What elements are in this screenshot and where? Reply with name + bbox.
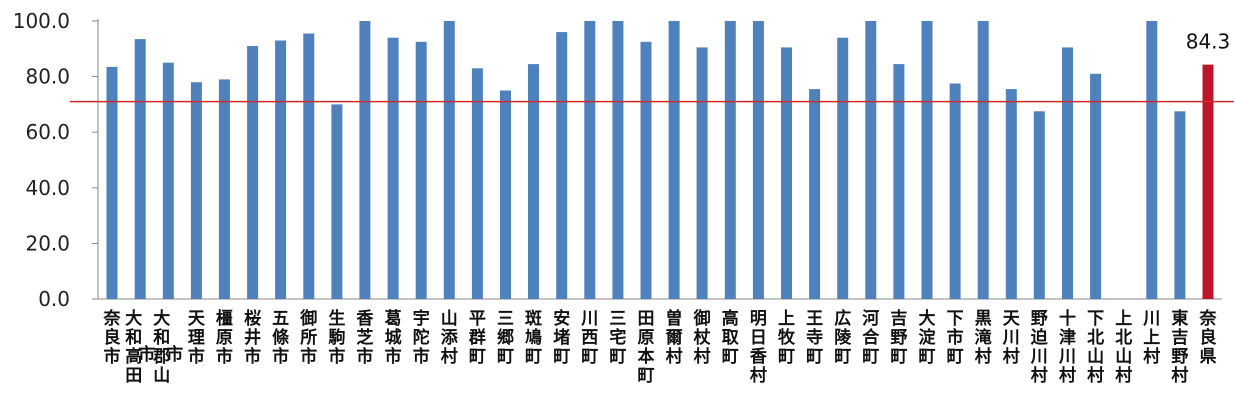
bar xyxy=(612,21,624,299)
bar xyxy=(331,104,343,300)
x-category-label: 十津川村 xyxy=(1058,308,1076,386)
y-tick-label: 0.0 xyxy=(38,287,70,311)
x-category-label: 広陵町 xyxy=(834,308,852,367)
bar xyxy=(162,62,174,300)
x-category-label: 河合町 xyxy=(862,309,880,367)
x-category-label: 東吉野村 xyxy=(1171,308,1188,386)
bar xyxy=(106,66,118,300)
x-category-label: 大和高田市 xyxy=(125,308,155,386)
x-category-label: 葛城市 xyxy=(384,308,402,367)
y-tick-label: 100.0 xyxy=(13,9,70,33)
bar xyxy=(1146,21,1158,299)
x-category-label: 三宅町 xyxy=(609,309,626,367)
bar xyxy=(1174,111,1186,299)
bar xyxy=(275,40,287,299)
bar xyxy=(865,21,877,299)
x-category-label: 曽爾村 xyxy=(665,308,683,367)
bar xyxy=(724,21,736,299)
bar xyxy=(1005,89,1017,299)
bar xyxy=(977,21,989,299)
x-category-label: 下市町 xyxy=(947,309,964,367)
bar xyxy=(443,21,455,299)
bar xyxy=(640,41,652,300)
bar xyxy=(1033,111,1045,299)
x-category-label: 三郷町 xyxy=(497,309,514,367)
x-category-label: 川西町 xyxy=(580,309,598,367)
bar xyxy=(247,46,259,299)
y-tick-label: 20.0 xyxy=(25,231,70,255)
x-category-label: 斑鳩町 xyxy=(525,309,542,367)
bar xyxy=(696,47,708,300)
bar xyxy=(218,79,230,300)
x-category-label: 香芝市 xyxy=(356,309,373,367)
x-category-label: 山添村 xyxy=(441,309,459,367)
bar xyxy=(921,21,933,299)
bar xyxy=(809,89,821,299)
bar xyxy=(190,82,202,299)
bar xyxy=(471,68,483,299)
highlight-value-label: 84.3 xyxy=(1186,30,1231,54)
x-category-label: 王寺町 xyxy=(806,309,823,367)
x-category-label: 安堵町 xyxy=(553,308,570,367)
x-axis-labels: 奈良市大和高田市大和郡山市天理市橿原市桜井市五條市御所市生駒市香芝市葛城市宇陀市… xyxy=(103,308,1218,386)
bar xyxy=(668,21,680,299)
x-category-label: 宇陀市 xyxy=(413,308,430,367)
bar xyxy=(584,21,596,299)
x-category-label: 五條市 xyxy=(272,309,289,367)
y-tick-label: 80.0 xyxy=(25,65,70,89)
x-category-label: 明日香村 xyxy=(750,309,767,386)
x-category-label: 上牧町 xyxy=(778,309,796,367)
bar xyxy=(893,64,905,299)
x-category-label: 奈良県 xyxy=(1199,308,1218,367)
x-category-label: 上北山村 xyxy=(1115,309,1132,386)
bar-highlight xyxy=(1202,64,1214,299)
x-category-label: 野迫川村 xyxy=(1030,309,1049,386)
x-category-label: 天理市 xyxy=(188,309,206,367)
x-category-label: 田原本町 xyxy=(638,309,655,386)
x-category-label: 下北山村 xyxy=(1087,309,1104,386)
x-category-label: 天川村 xyxy=(1002,309,1021,367)
bar xyxy=(528,64,539,299)
bar xyxy=(556,32,568,299)
bar xyxy=(949,83,961,299)
x-category-label: 大和郡山市 xyxy=(152,308,183,386)
y-tick-label: 40.0 xyxy=(25,176,70,200)
x-category-label: 大淀町 xyxy=(919,308,937,367)
y-tick-label: 60.0 xyxy=(25,120,70,144)
x-category-label: 平群町 xyxy=(469,309,486,367)
bar xyxy=(500,90,511,299)
bar xyxy=(359,21,371,299)
bar xyxy=(1062,47,1073,300)
bar xyxy=(415,41,427,300)
x-category-label: 吉野町 xyxy=(890,309,907,367)
bars xyxy=(106,21,1214,300)
x-category-label: 御所市 xyxy=(299,308,317,367)
bar xyxy=(387,37,399,299)
x-category-label: 生駒市 xyxy=(328,308,345,367)
bar xyxy=(1090,73,1102,299)
bar xyxy=(303,33,315,299)
x-category-label: 橿原市 xyxy=(216,308,233,367)
x-category-label: 御杖村 xyxy=(693,308,711,367)
bar xyxy=(752,21,764,299)
x-category-label: 奈良市 xyxy=(103,308,122,367)
bar xyxy=(781,47,792,300)
x-category-label: 高取町 xyxy=(722,308,739,367)
x-category-label: 黒滝村 xyxy=(975,309,992,367)
bar xyxy=(837,37,849,299)
x-category-label: 桜井市 xyxy=(244,308,261,367)
bar xyxy=(134,39,146,299)
x-category-label: 川上村 xyxy=(1142,309,1160,367)
